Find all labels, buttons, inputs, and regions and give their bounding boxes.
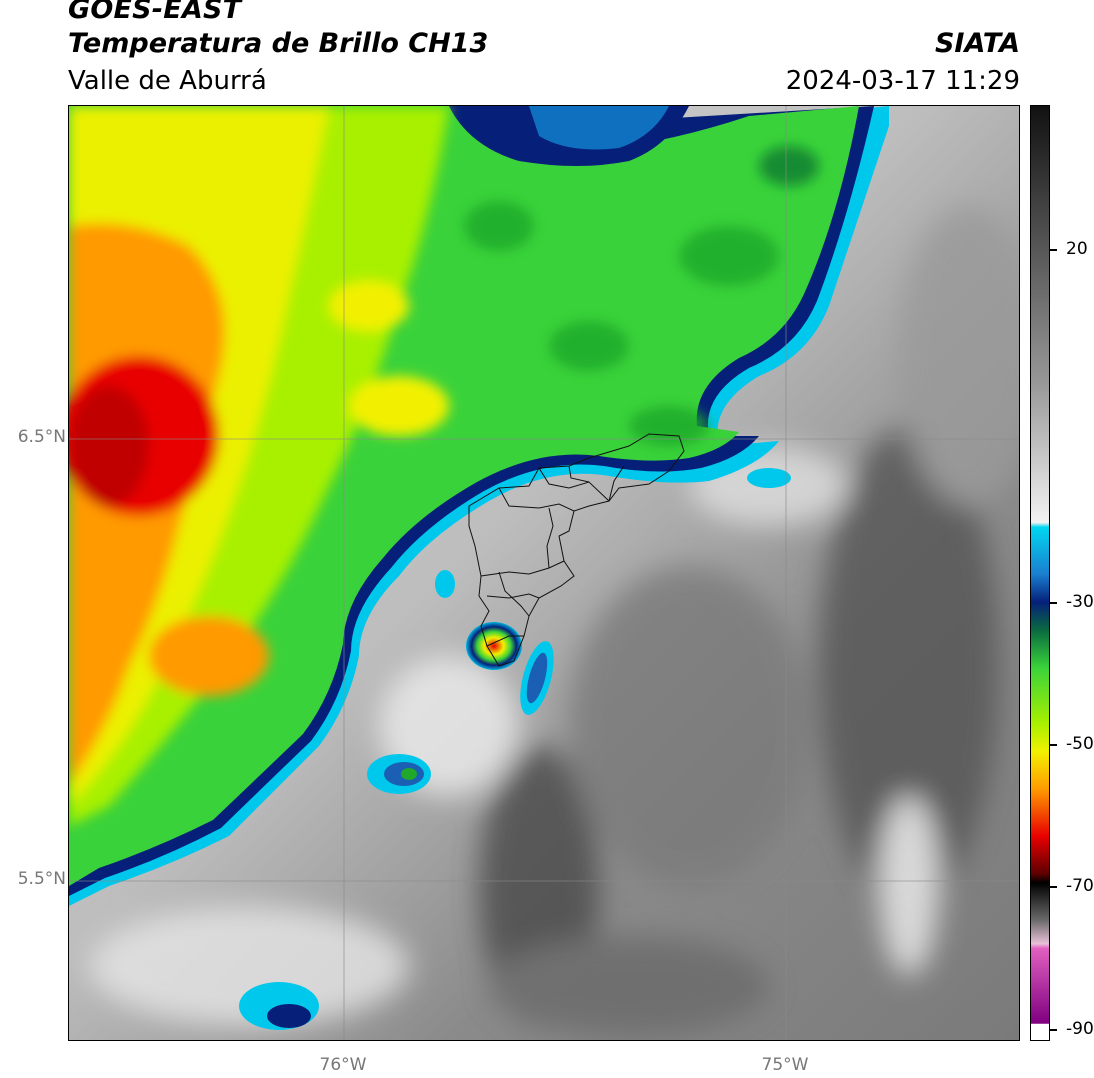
lon-tick-76w: 76°W bbox=[319, 1055, 367, 1075]
colorbar-tick-mark bbox=[1050, 744, 1057, 746]
colorbar-tick-mark bbox=[1050, 886, 1057, 888]
colorbar-tick-label: -90 bbox=[1066, 1019, 1094, 1039]
graticule bbox=[69, 106, 1019, 1040]
green-texture bbox=[464, 146, 819, 446]
organization-label: SIATA bbox=[934, 28, 1020, 59]
colorbar-tick-label: -30 bbox=[1066, 592, 1094, 612]
lat-tick-5-5: 5.5°N bbox=[17, 869, 66, 889]
colorbar-tick-mark bbox=[1050, 249, 1057, 251]
warm-cloud-area bbox=[69, 106, 449, 826]
lat-tick-6-5: 6.5°N bbox=[17, 427, 66, 447]
region-label: Valle de Aburrá bbox=[68, 66, 267, 96]
colorbar-tick-label: -70 bbox=[1066, 876, 1094, 896]
timestamp-label: 2024-03-17 11:29 bbox=[785, 66, 1020, 96]
cold-pocket-top-inner bbox=[529, 106, 669, 150]
colorbar-tick-mark bbox=[1050, 1029, 1057, 1031]
map-svg bbox=[69, 106, 1019, 1040]
colorbar-svg bbox=[1031, 106, 1049, 1040]
lon-tick-75w: 75°W bbox=[761, 1055, 809, 1075]
product-title: Temperatura de Brillo CH13 bbox=[68, 28, 489, 59]
colorbar-tick-mark bbox=[1050, 602, 1057, 604]
satellite-map[interactable] bbox=[68, 105, 1020, 1041]
valley-boundaries bbox=[468, 433, 685, 667]
satellite-title: GOES-EAST bbox=[68, 0, 242, 25]
colorbar-tick-label: 20 bbox=[1066, 239, 1088, 259]
colorbar-tick-label: -50 bbox=[1066, 734, 1094, 754]
colorbar bbox=[1030, 105, 1050, 1041]
convective-cell bbox=[239, 468, 791, 1030]
